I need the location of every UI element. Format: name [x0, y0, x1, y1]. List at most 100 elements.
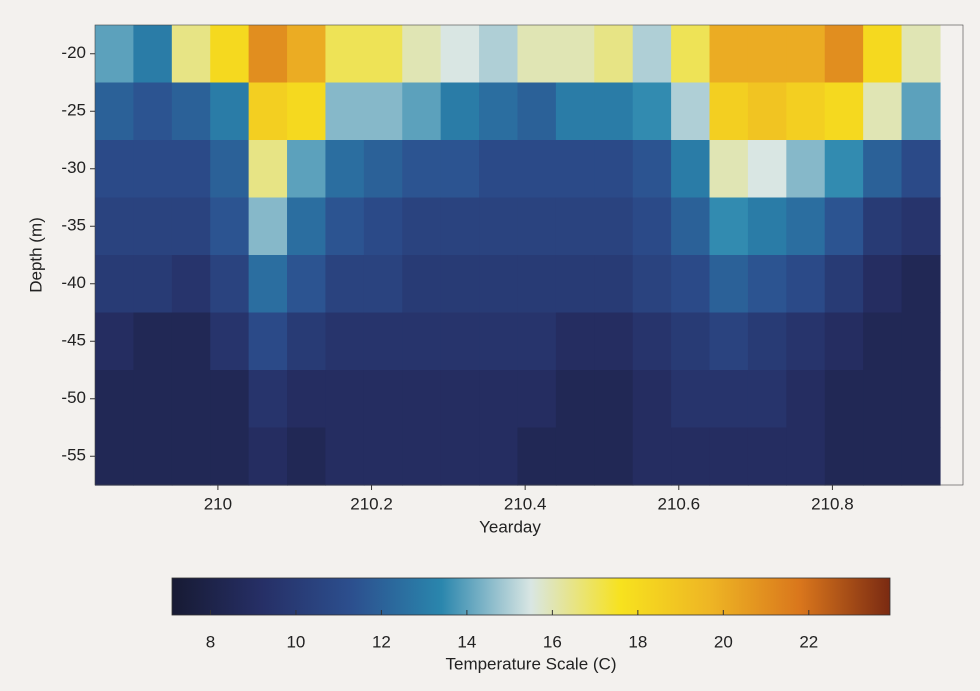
- heatmap-cell: [555, 370, 595, 429]
- heatmap-cell: [824, 255, 864, 314]
- heatmap-cell: [517, 197, 557, 256]
- heatmap-cell: [210, 197, 250, 256]
- y-tick-label: -50: [61, 388, 86, 407]
- heatmap-cell: [555, 25, 595, 84]
- x-tick-label: 210.2: [350, 494, 393, 513]
- heatmap-cell: [671, 312, 711, 371]
- heatmap-cell: [479, 370, 519, 429]
- y-tick-label: -45: [61, 331, 86, 350]
- heatmap-cell: [824, 370, 864, 429]
- heatmap-cell: [747, 140, 787, 199]
- heatmap-cell: [901, 255, 941, 314]
- heatmap-cell: [671, 255, 711, 314]
- heatmap-cell: [786, 82, 826, 141]
- heatmap-cell: [517, 370, 557, 429]
- heatmap-cell: [594, 255, 634, 314]
- heatmap-cell: [248, 140, 288, 199]
- heatmap-cell: [632, 197, 672, 256]
- heatmap-cell: [632, 82, 672, 141]
- heatmap-cell: [709, 25, 749, 84]
- heatmap-cell: [863, 370, 903, 429]
- heatmap-cell: [248, 255, 288, 314]
- heatmap-cell: [555, 140, 595, 199]
- heatmap-cell: [133, 370, 173, 429]
- heatmap-cell: [210, 82, 250, 141]
- heatmap-cell: [171, 197, 211, 256]
- heatmap-cell: [248, 427, 288, 486]
- heatmap-cell: [594, 25, 634, 84]
- heatmap-cell: [709, 312, 749, 371]
- colorbar-tick-label: 12: [372, 632, 391, 651]
- heatmap-cell: [402, 427, 442, 486]
- heatmap-cell: [786, 427, 826, 486]
- heatmap-cell: [363, 312, 403, 371]
- heatmap-cell: [555, 312, 595, 371]
- heatmap-cell: [325, 140, 365, 199]
- heatmap-cell: [363, 427, 403, 486]
- heatmap-cell: [901, 82, 941, 141]
- heatmap-cell: [325, 255, 365, 314]
- heatmap-cell: [517, 25, 557, 84]
- heatmap-cell: [95, 427, 135, 486]
- heatmap-cell: [824, 197, 864, 256]
- heatmap-cell: [632, 255, 672, 314]
- y-tick-label: -55: [61, 446, 86, 465]
- heatmap-cell: [95, 255, 135, 314]
- heatmap-cell: [479, 255, 519, 314]
- heatmap-cells: [95, 25, 941, 486]
- heatmap-cell: [824, 312, 864, 371]
- heatmap-cell: [325, 370, 365, 429]
- heatmap-cell: [363, 82, 403, 141]
- heatmap-cell: [594, 197, 634, 256]
- heatmap-cell: [747, 82, 787, 141]
- heatmap-cell: [594, 427, 634, 486]
- heatmap-cell: [287, 197, 327, 256]
- y-tick-label: -25: [61, 101, 86, 120]
- heatmap-cell: [901, 25, 941, 84]
- y-tick-label: -35: [61, 216, 86, 235]
- heatmap-cell: [555, 82, 595, 141]
- heatmap-cell: [671, 427, 711, 486]
- heatmap-cell: [555, 197, 595, 256]
- heatmap-cell: [402, 370, 442, 429]
- heatmap-cell: [171, 140, 211, 199]
- y-axis-label: Depth (m): [26, 217, 45, 293]
- heatmap-cell: [171, 255, 211, 314]
- colorbar-tick-label: 8: [206, 632, 215, 651]
- heatmap-cell: [747, 370, 787, 429]
- heatmap-cell: [671, 82, 711, 141]
- heatmap-cell: [402, 255, 442, 314]
- heatmap-cell: [786, 25, 826, 84]
- heatmap-cell: [248, 312, 288, 371]
- heatmap-cell: [133, 427, 173, 486]
- heatmap-cell: [363, 370, 403, 429]
- heatmap-cell: [325, 427, 365, 486]
- heatmap-cell: [594, 82, 634, 141]
- heatmap-cell: [709, 370, 749, 429]
- x-tick-label: 210.4: [504, 494, 547, 513]
- heatmap-cell: [632, 25, 672, 84]
- y-tick-label: -40: [61, 273, 86, 292]
- heatmap-cell: [824, 25, 864, 84]
- colorbar: [171, 577, 891, 616]
- heatmap-cell: [287, 312, 327, 371]
- heatmap-cell: [248, 25, 288, 84]
- heatmap-cell: [671, 140, 711, 199]
- heatmap-cell: [786, 140, 826, 199]
- heatmap-cell: [133, 140, 173, 199]
- colorbar-tick-label: 22: [799, 632, 818, 651]
- heatmap-cell: [479, 427, 519, 486]
- heatmap-cell: [363, 25, 403, 84]
- heatmap-cell: [95, 140, 135, 199]
- heatmap-cell: [287, 370, 327, 429]
- heatmap-cell: [863, 312, 903, 371]
- heatmap-cell: [95, 197, 135, 256]
- heatmap-cell: [287, 255, 327, 314]
- heatmap-cell: [402, 197, 442, 256]
- heatmap-cell: [133, 82, 173, 141]
- colorbar-tick-label: 20: [714, 632, 733, 651]
- heatmap-cell: [786, 197, 826, 256]
- heatmap-cell: [671, 25, 711, 84]
- heatmap-cell: [287, 25, 327, 84]
